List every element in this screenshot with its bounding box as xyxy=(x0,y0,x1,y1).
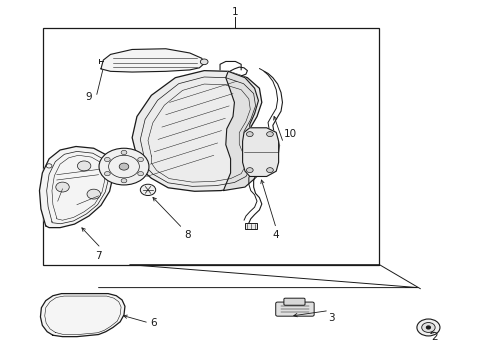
Circle shape xyxy=(140,184,156,195)
Circle shape xyxy=(119,163,129,170)
Text: 6: 6 xyxy=(150,318,157,328)
Text: 9: 9 xyxy=(86,92,92,102)
FancyBboxPatch shape xyxy=(284,298,305,305)
Circle shape xyxy=(121,150,127,154)
Circle shape xyxy=(104,157,110,162)
Circle shape xyxy=(267,168,273,172)
Text: 7: 7 xyxy=(95,251,102,261)
Polygon shape xyxy=(132,71,262,191)
Text: 10: 10 xyxy=(284,129,297,139)
Circle shape xyxy=(246,168,253,172)
Text: 2: 2 xyxy=(431,332,438,342)
Polygon shape xyxy=(223,71,259,190)
Circle shape xyxy=(104,171,110,176)
Circle shape xyxy=(121,179,127,183)
Circle shape xyxy=(426,326,430,329)
Bar xyxy=(245,223,257,229)
Polygon shape xyxy=(40,147,113,228)
Circle shape xyxy=(87,189,100,199)
Polygon shape xyxy=(243,128,279,176)
Text: 4: 4 xyxy=(273,230,279,240)
Circle shape xyxy=(77,161,91,171)
Text: 3: 3 xyxy=(328,313,335,323)
Circle shape xyxy=(138,171,144,176)
FancyBboxPatch shape xyxy=(276,302,314,316)
Text: 1: 1 xyxy=(232,8,239,17)
Text: 5: 5 xyxy=(86,156,92,166)
Circle shape xyxy=(138,157,144,162)
Circle shape xyxy=(267,132,273,136)
Circle shape xyxy=(422,323,435,332)
Circle shape xyxy=(417,319,440,336)
Polygon shape xyxy=(41,294,125,337)
Bar xyxy=(43,28,379,265)
Polygon shape xyxy=(101,49,204,72)
Text: 8: 8 xyxy=(184,230,191,240)
Circle shape xyxy=(246,132,253,136)
Circle shape xyxy=(56,182,69,192)
Circle shape xyxy=(99,148,149,185)
Circle shape xyxy=(200,59,208,65)
